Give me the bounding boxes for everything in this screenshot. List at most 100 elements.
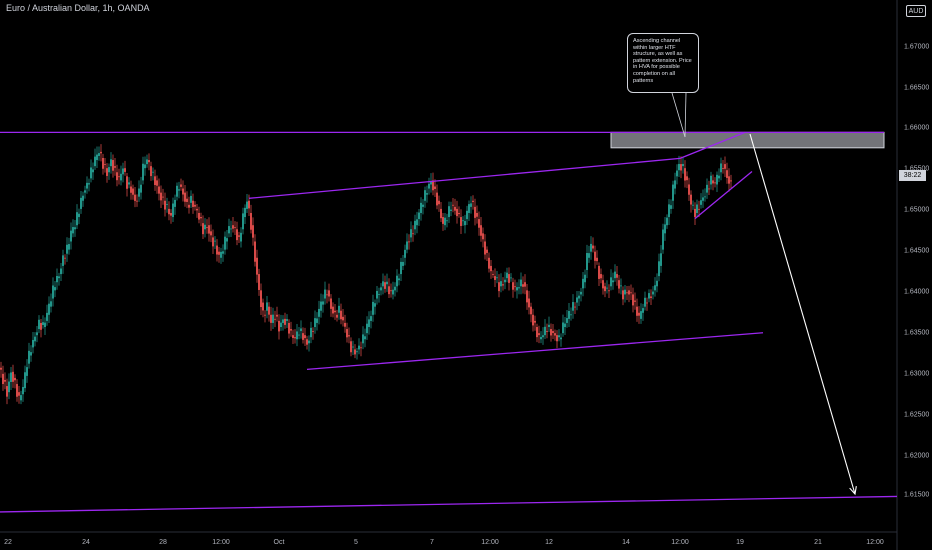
- candle-body: [238, 235, 240, 237]
- wedge-lower-line: [694, 170, 753, 220]
- y-tick-label: 1.63500: [904, 330, 929, 337]
- candle-body: [198, 212, 200, 220]
- candle-body: [430, 181, 432, 185]
- x-tick-label: 12:00: [671, 539, 689, 546]
- candle-body: [684, 168, 686, 181]
- candle-body: [542, 335, 544, 338]
- candle-body: [280, 322, 282, 328]
- candle-body: [170, 212, 172, 216]
- y-tick-label: 1.67000: [904, 44, 929, 51]
- candle-body: [510, 277, 512, 279]
- candle-body: [512, 282, 514, 290]
- candle-body: [234, 227, 236, 229]
- currency-badge[interactable]: AUD: [906, 5, 926, 17]
- candle-body: [30, 352, 32, 356]
- candle-body: [164, 200, 166, 210]
- candle-body: [414, 220, 416, 230]
- candle-body: [594, 251, 596, 261]
- candle-body: [458, 212, 460, 215]
- candle-body: [718, 175, 720, 179]
- candle-body: [556, 335, 558, 342]
- candle-body: [48, 303, 50, 315]
- candle-body: [88, 183, 90, 185]
- x-tick-label: 12:00: [481, 539, 499, 546]
- candle-body: [236, 229, 238, 241]
- candle-body: [506, 272, 508, 279]
- candle-body: [336, 314, 338, 318]
- candle-body: [212, 237, 214, 247]
- candle-body: [500, 281, 502, 287]
- candle-body: [356, 351, 358, 353]
- candle-body: [126, 176, 128, 189]
- candle-body: [322, 301, 324, 305]
- x-tick-label: 14: [622, 539, 630, 546]
- candle-body: [76, 212, 78, 226]
- candle-body: [652, 291, 654, 295]
- candle-body: [186, 198, 188, 202]
- candle-body: [196, 208, 198, 211]
- candle-body: [312, 331, 314, 332]
- candle-body: [532, 314, 534, 326]
- candle-body: [470, 203, 472, 207]
- candle-body: [296, 331, 298, 340]
- candle-body: [146, 159, 148, 165]
- candle-body: [190, 195, 192, 203]
- candle-body: [2, 373, 4, 385]
- candle-body: [464, 221, 466, 226]
- candle-body: [98, 153, 100, 156]
- candle-body: [666, 217, 668, 226]
- candle-body: [284, 318, 286, 325]
- candle-body: [688, 184, 690, 195]
- callout-pointer: [671, 92, 686, 138]
- candle-body: [266, 302, 268, 311]
- candle-body: [84, 190, 86, 193]
- candle-body: [432, 180, 434, 191]
- last-price-tag: 38:22: [899, 170, 926, 181]
- candle-body: [460, 217, 462, 226]
- x-tick-label: 19: [736, 539, 744, 546]
- candle-body: [240, 232, 242, 242]
- candle-body: [24, 372, 26, 389]
- candle-body: [586, 252, 588, 270]
- candle-body: [302, 333, 304, 340]
- x-tick-label: 12: [545, 539, 553, 546]
- annotation-callout[interactable]: Ascending channel within larger HTF stru…: [627, 33, 699, 93]
- candle-body: [642, 308, 644, 313]
- candle-body: [128, 182, 130, 185]
- candle-body: [72, 227, 74, 234]
- candle-body: [648, 293, 650, 299]
- candle-body: [182, 188, 184, 195]
- candle-body: [52, 285, 54, 299]
- candle-body: [398, 278, 400, 281]
- candle-body: [706, 184, 708, 193]
- candle-body: [12, 371, 14, 382]
- candle-body: [698, 208, 700, 210]
- candle-body: [480, 225, 482, 236]
- candle-body: [620, 285, 622, 287]
- candle-body: [50, 301, 52, 307]
- candle-body: [582, 278, 584, 289]
- candle-body: [44, 322, 46, 328]
- candle-body: [646, 302, 648, 304]
- candle-body: [426, 193, 428, 195]
- candle-body: [388, 286, 390, 295]
- candle-body: [610, 277, 612, 287]
- candle-body: [438, 200, 440, 205]
- candle-body: [536, 327, 538, 338]
- candle-body: [68, 244, 70, 250]
- candle-body: [204, 224, 206, 230]
- candle-body: [34, 336, 36, 342]
- candle-body: [340, 310, 342, 320]
- candle-body: [634, 300, 636, 302]
- candle-body: [672, 184, 674, 201]
- candle-body: [152, 171, 154, 173]
- candle-body: [640, 311, 642, 319]
- candle-body: [218, 251, 220, 255]
- candle-body: [358, 345, 360, 350]
- candle-body: [42, 322, 44, 325]
- candle-body: [574, 306, 576, 308]
- candle-body: [26, 367, 28, 376]
- candle-body: [436, 192, 438, 206]
- candle-body: [348, 335, 350, 337]
